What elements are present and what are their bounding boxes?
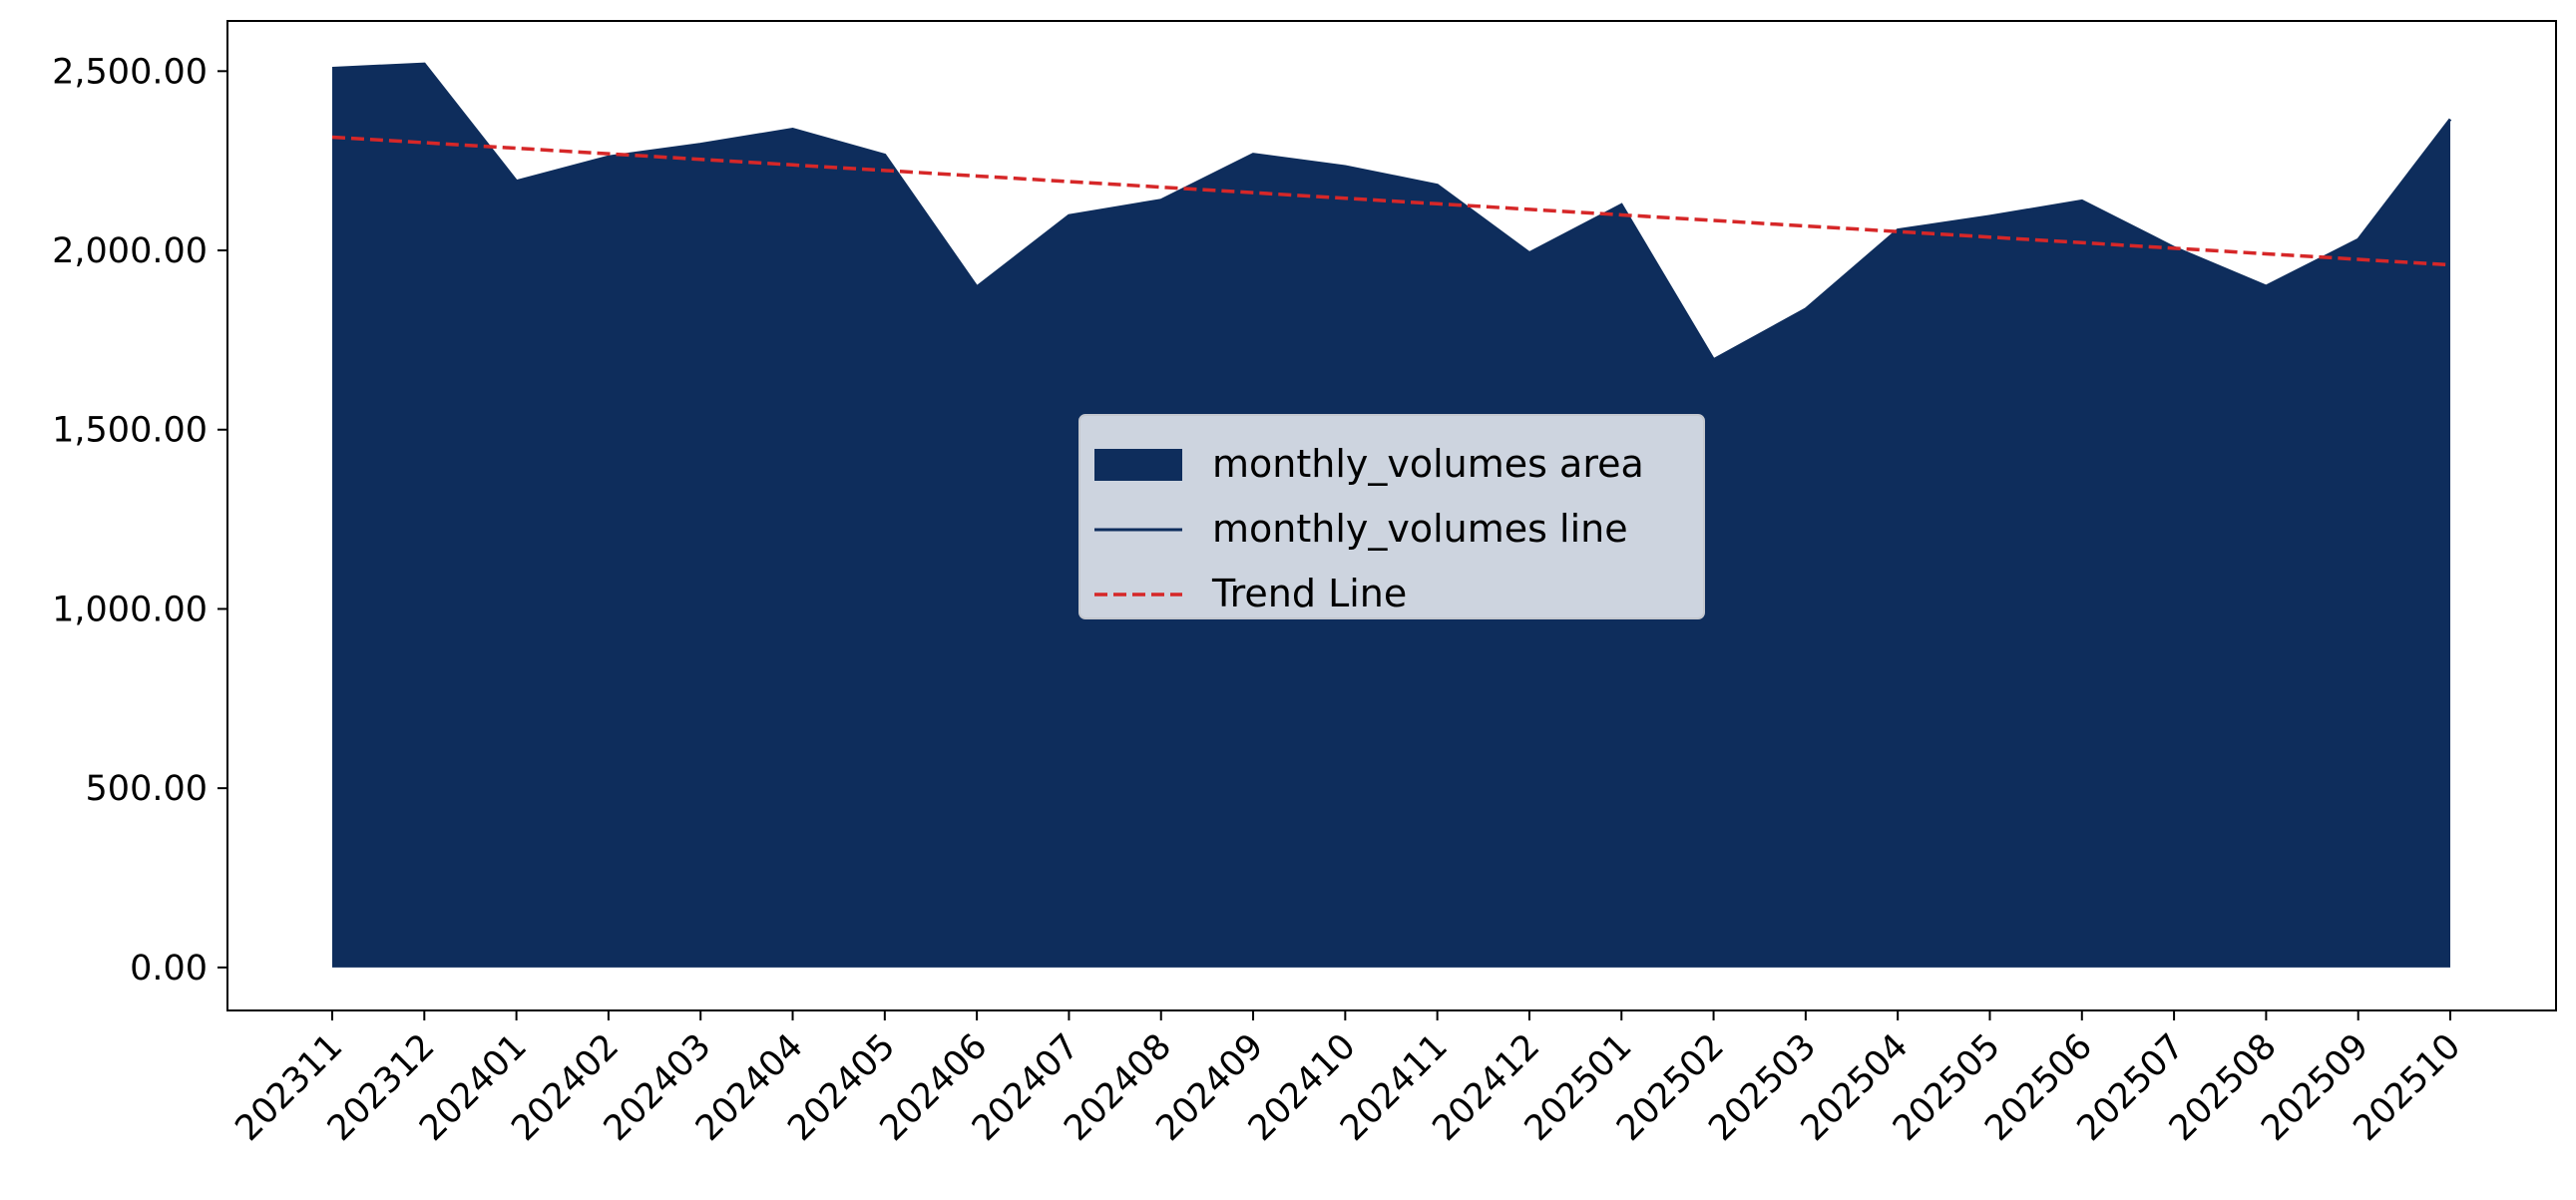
plot-frame xyxy=(226,20,2557,1011)
y-tick-label: 0.00 xyxy=(130,949,208,989)
y-axis: 0.00 500.00 1,000.00 1,500.00 2,000.00 2,500.… xyxy=(52,52,227,989)
y-tick-label: 1,000.00 xyxy=(52,590,208,629)
legend: monthly_volumes area monthly_volumes line… xyxy=(1078,414,1705,619)
y-tick-label: 500.00 xyxy=(86,769,208,809)
y-tick-label: 1,500.00 xyxy=(52,411,208,451)
legend-box xyxy=(1078,414,1705,619)
legend-label: Trend Line xyxy=(1211,572,1407,615)
series-line-monthly-volumes xyxy=(331,62,2452,362)
legend-label: monthly_volumes line xyxy=(1212,507,1628,551)
legend-label: monthly_volumes area xyxy=(1212,442,1644,486)
y-tick-label: 2,000.00 xyxy=(52,231,208,271)
x-axis: 2023112023122024012024022024032024042024… xyxy=(228,1010,2468,1149)
y-tick-label: 2,500.00 xyxy=(52,52,208,92)
series-trend-line xyxy=(331,135,2451,267)
legend-swatch-area xyxy=(1094,449,1182,481)
